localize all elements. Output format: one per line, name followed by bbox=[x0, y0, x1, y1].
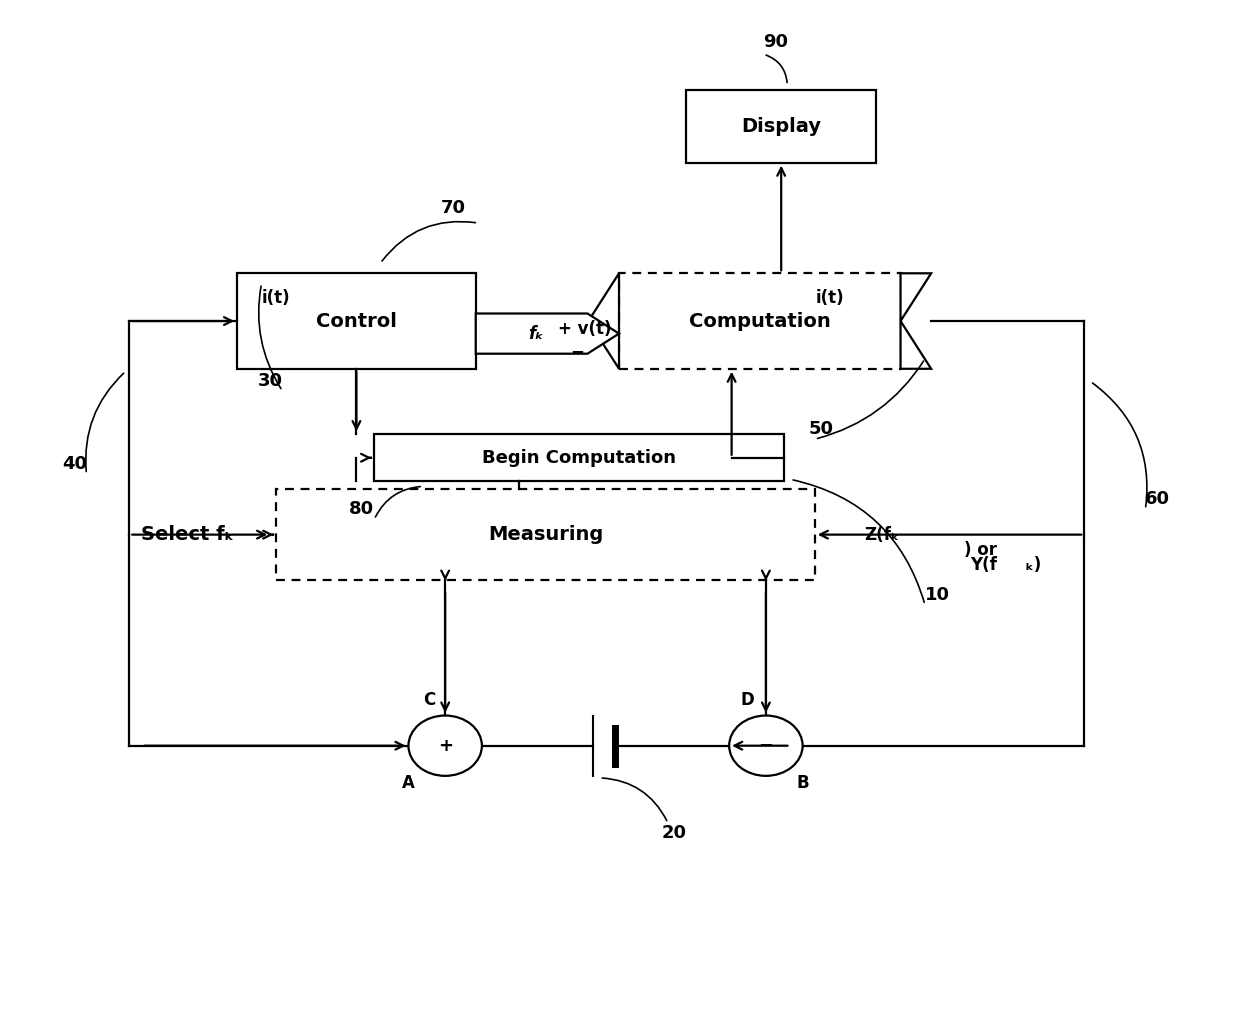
Polygon shape bbox=[900, 273, 931, 321]
Text: B: B bbox=[796, 773, 808, 792]
Circle shape bbox=[729, 715, 802, 775]
Text: −: − bbox=[759, 737, 774, 755]
Text: D: D bbox=[740, 692, 754, 709]
Text: Select fₖ: Select fₖ bbox=[141, 525, 234, 544]
Text: 30: 30 bbox=[258, 372, 282, 390]
Text: + v(t): + v(t) bbox=[558, 320, 612, 337]
Text: 70: 70 bbox=[441, 199, 467, 217]
Text: fₖ: fₖ bbox=[529, 325, 543, 342]
Text: Begin Computation: Begin Computation bbox=[483, 448, 676, 467]
Text: C: C bbox=[423, 692, 436, 709]
Text: Display: Display bbox=[742, 117, 821, 137]
Text: ) or: ) or bbox=[964, 541, 997, 558]
Bar bbox=[374, 434, 784, 481]
Circle shape bbox=[409, 715, 482, 775]
Text: Z(fₖ: Z(fₖ bbox=[864, 526, 899, 543]
Text: 80: 80 bbox=[349, 500, 375, 519]
Text: i(t): i(t) bbox=[262, 289, 291, 308]
Text: A: A bbox=[402, 773, 415, 792]
Text: 90: 90 bbox=[763, 34, 789, 51]
Polygon shape bbox=[900, 321, 931, 369]
Text: 20: 20 bbox=[661, 824, 687, 842]
Polygon shape bbox=[588, 273, 619, 369]
Polygon shape bbox=[475, 314, 619, 354]
Bar bbox=[238, 273, 475, 369]
Text: −: − bbox=[569, 341, 584, 360]
Text: 10: 10 bbox=[925, 586, 950, 604]
Text: Control: Control bbox=[316, 312, 397, 330]
Text: Measuring: Measuring bbox=[488, 525, 603, 544]
Bar bbox=[276, 489, 815, 580]
Text: i(t): i(t) bbox=[816, 289, 844, 308]
Text: +: + bbox=[438, 737, 453, 755]
Text: 50: 50 bbox=[808, 420, 833, 438]
Text: Computation: Computation bbox=[688, 312, 831, 330]
Text: Y(f     ₖ): Y(f ₖ) bbox=[971, 555, 1041, 574]
Text: 40: 40 bbox=[62, 455, 87, 473]
Bar bbox=[619, 273, 900, 369]
Text: 60: 60 bbox=[1145, 490, 1170, 508]
Bar bbox=[686, 91, 877, 163]
